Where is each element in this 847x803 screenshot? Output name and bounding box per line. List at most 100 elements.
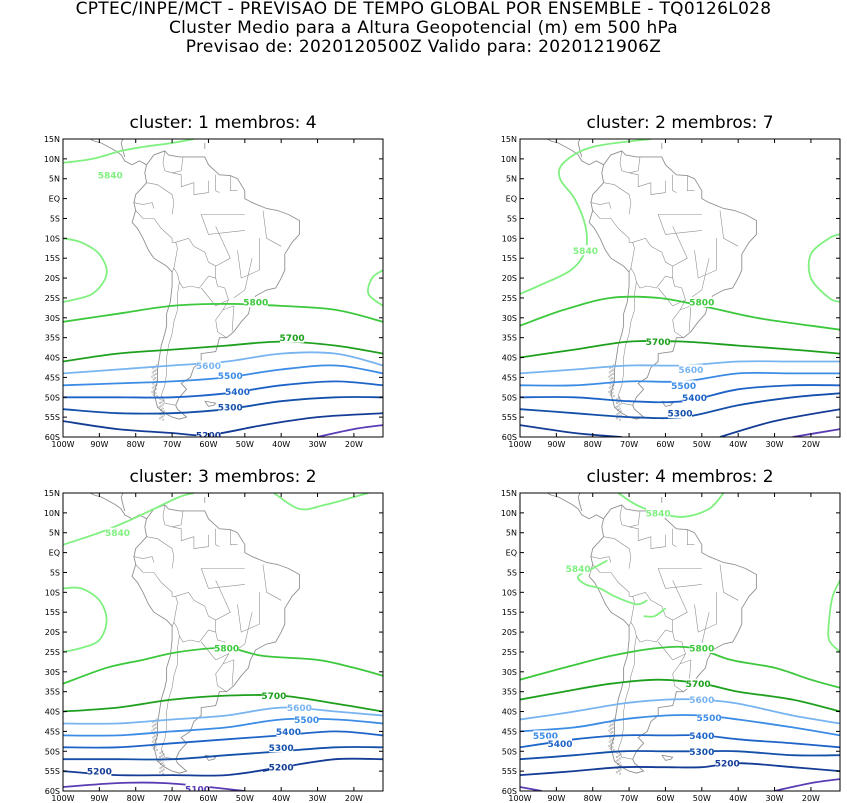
island-dot (619, 772, 622, 775)
island-dot (611, 726, 614, 729)
island-dot (153, 739, 156, 742)
island-dot (155, 722, 158, 725)
lat-label: 30S (45, 314, 60, 323)
contour-label-bg (287, 702, 312, 713)
lat-label: 10S (45, 588, 60, 597)
island-dot (153, 735, 157, 738)
contour-label-bg (573, 245, 598, 256)
contour-label: 5700 (686, 680, 711, 690)
lon-label: 90W (547, 794, 565, 803)
contour-5100 (520, 786, 542, 791)
island-dot (610, 369, 613, 373)
coastline-island (204, 139, 205, 140)
country-border (233, 258, 253, 299)
coastline-island (640, 480, 646, 481)
island-dot (620, 410, 623, 413)
country-border (230, 529, 238, 545)
contour-5400 (63, 730, 383, 749)
island-dot (153, 389, 156, 392)
island-dot (612, 379, 615, 382)
contour-5700 (63, 340, 383, 363)
island-dot (618, 396, 621, 399)
coastline-island (575, 107, 611, 119)
island-dot (619, 753, 622, 756)
contour-5840 (63, 586, 108, 653)
island-dot (154, 746, 157, 749)
island-dot (151, 375, 154, 378)
island-dot (155, 368, 158, 371)
lat-label: 40S (502, 354, 517, 363)
island-dot (608, 375, 611, 378)
island-dot (608, 371, 611, 374)
lat-label: 40S (502, 708, 517, 717)
contour-5200 (719, 408, 840, 437)
lon-label: 50W (693, 794, 711, 803)
coastline-central-america (120, 493, 126, 512)
island-dot (612, 737, 615, 740)
lat-label: 45S (502, 727, 517, 736)
contour-label-bg (686, 678, 711, 689)
island-dot (610, 743, 613, 746)
lon-label: 80W (127, 440, 145, 449)
coastline-central-america (90, 493, 147, 520)
country-border (619, 150, 630, 174)
lon-label: 30W (765, 440, 783, 449)
map-panel-2: 5840 5800 5700 5600 5500 5400 5300 15N 10N 5N EQ 5S… (501, 107, 841, 449)
island-dot (158, 755, 162, 759)
contour-label: 5600 (689, 696, 714, 706)
coastline-central-america (547, 139, 604, 166)
contour-label: 5400 (225, 388, 250, 398)
island-dot (162, 403, 165, 406)
island-dot (159, 408, 162, 412)
island-dot (618, 761, 621, 764)
lat-label: 35S (45, 334, 60, 343)
island-dot (162, 753, 165, 756)
lon-label: 20W (345, 794, 363, 803)
contour-label: 5600 (287, 704, 312, 714)
coastline (588, 150, 757, 420)
country-border (222, 659, 235, 686)
contour-label: 5700 (261, 692, 286, 702)
contour-label-bg (682, 392, 707, 403)
country-border (672, 528, 677, 547)
country-border (690, 258, 710, 299)
country-border (135, 564, 178, 627)
country-border (230, 175, 238, 191)
header-line-3: Previsao de: 2020120500Z Valido para: 20… (185, 37, 662, 57)
island-dot (162, 399, 165, 402)
island-dot (611, 730, 614, 734)
country-border (172, 510, 209, 549)
contour-label-bg (646, 507, 671, 518)
coastline-island (183, 480, 189, 481)
lat-label: 30S (45, 668, 60, 677)
island-dot (608, 744, 611, 747)
island-dot (608, 729, 611, 732)
contour-label-bg (225, 386, 250, 397)
lat-label: 15N (501, 489, 517, 498)
country-border (200, 214, 245, 235)
lat-label: EQ (49, 195, 60, 204)
country-border (694, 592, 717, 633)
contour-5100 (774, 778, 840, 791)
island-dot (616, 762, 619, 766)
island-dot (160, 415, 163, 418)
island-dot (151, 386, 154, 389)
country-border (719, 564, 739, 601)
island-dot (609, 393, 612, 396)
country-border (629, 156, 666, 195)
lon-label: 40W (729, 440, 747, 449)
island-dot (615, 417, 619, 420)
island-dot (611, 388, 614, 391)
island-dot (162, 414, 165, 417)
contour-label: 5100 (185, 786, 210, 796)
lat-label: 40S (45, 354, 60, 363)
lon-label: 60W (199, 794, 217, 803)
contour-5840 (63, 493, 195, 546)
coastline-central-america (90, 139, 147, 166)
country-border (162, 504, 173, 528)
contour-label: 5600 (196, 362, 221, 372)
contour-5840 (273, 493, 369, 511)
island-dot (615, 401, 619, 405)
map-frame (62, 138, 384, 438)
contour-label-bg (105, 527, 130, 538)
